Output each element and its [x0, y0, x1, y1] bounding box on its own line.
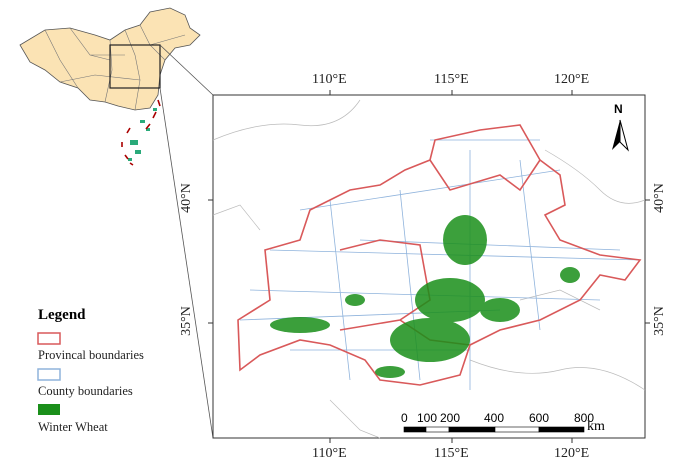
top-tick-115E: 115°E — [434, 72, 469, 87]
legend-title: Legend — [38, 307, 86, 323]
scale-label: 800 — [574, 411, 595, 425]
provincial-boundaries — [237, 124, 642, 386]
nine-dash-line — [121, 99, 161, 166]
top-tick-120E: 120°E — [554, 72, 590, 87]
north-arrow-icon — [612, 119, 629, 152]
scale-label: 600 — [529, 411, 550, 425]
legend-swatch-county — [37, 368, 61, 381]
scale-label: 200 — [440, 411, 461, 425]
right-tick-35N: 35°N — [651, 306, 667, 336]
legend-label-county: County boundaries — [38, 384, 133, 398]
scale-label: 400 — [484, 411, 505, 425]
winter-wheat-areas — [270, 215, 580, 378]
legend-swatch-wheat — [38, 404, 60, 415]
bottom-tick-120E: 120°E — [554, 446, 590, 461]
neighbor-context-boundaries — [212, 99, 646, 439]
main-map-frame — [212, 94, 646, 439]
scale-unit: km — [587, 419, 605, 434]
scale-label: 0 — [401, 411, 408, 425]
left-tick-40N: 40°N — [178, 183, 194, 213]
bottom-tick-110E: 110°E — [312, 446, 347, 461]
top-tick-110E: 110°E — [312, 72, 347, 87]
study-area-extent-box — [109, 44, 161, 89]
north-arrow-label: N — [614, 102, 623, 116]
scale-label: 100 — [417, 411, 438, 425]
left-tick-35N: 35°N — [178, 306, 194, 336]
legend-label-wheat: Winter Wheat — [38, 420, 108, 434]
scale-bar-graphic — [403, 426, 585, 433]
south-china-sea-islands — [128, 108, 157, 161]
legend-swatch-provincial — [37, 332, 61, 345]
graticule-ticks — [208, 90, 650, 443]
right-tick-40N: 40°N — [651, 183, 667, 213]
bottom-tick-115E: 115°E — [434, 446, 469, 461]
legend-label-provincial: Provincal boundaries — [38, 348, 144, 362]
